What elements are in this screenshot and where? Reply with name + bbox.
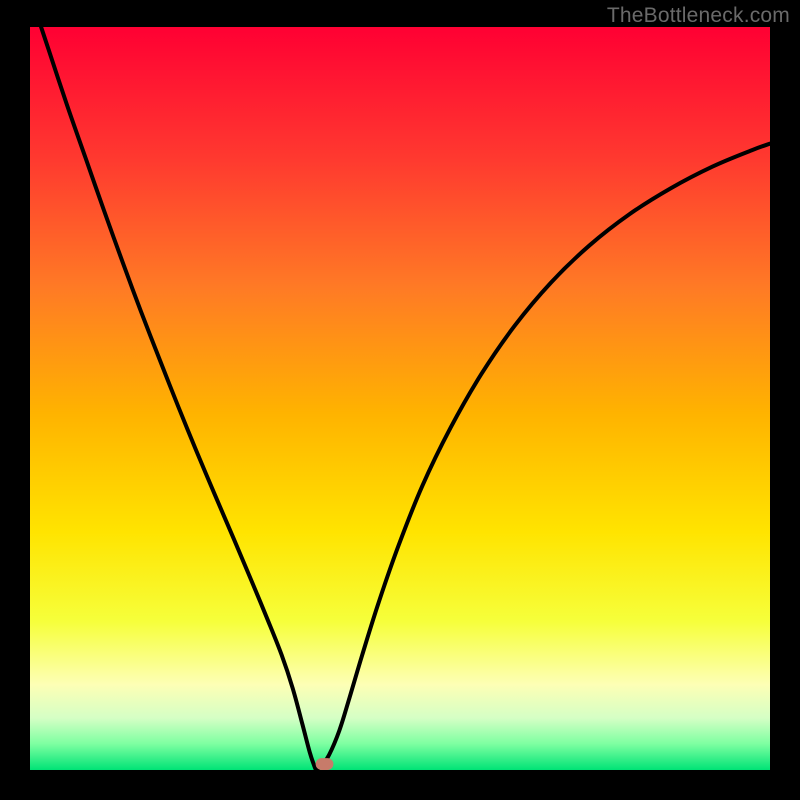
minimum-marker [316, 758, 334, 770]
gradient-background [30, 27, 770, 770]
chart-svg [0, 0, 800, 800]
watermark-text: TheBottleneck.com [607, 4, 790, 28]
chart-root: TheBottleneck.com [0, 0, 800, 800]
